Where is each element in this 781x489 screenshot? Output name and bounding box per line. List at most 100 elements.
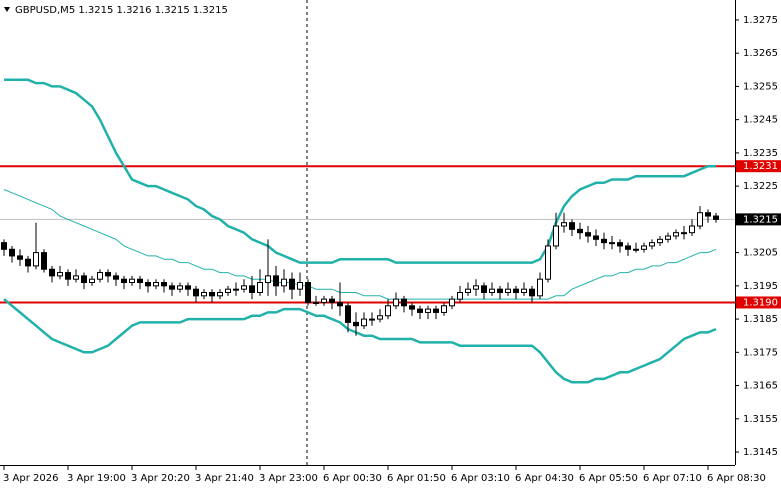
last-price-box bbox=[736, 213, 781, 226]
candle-body bbox=[145, 282, 151, 287]
candle-body bbox=[337, 301, 343, 307]
candle-body bbox=[553, 225, 559, 247]
candle-body bbox=[265, 275, 271, 284]
x-tick-label: 3 Apr 20:20 bbox=[131, 473, 190, 484]
candle-body bbox=[353, 321, 359, 327]
x-tick-label: 3 Apr 2026 bbox=[3, 473, 58, 484]
candle-body bbox=[505, 288, 511, 293]
candle-body bbox=[705, 212, 711, 217]
candle-body bbox=[369, 318, 375, 321]
candle-body bbox=[201, 291, 207, 297]
candle-body bbox=[217, 291, 223, 297]
candle-body bbox=[593, 235, 599, 240]
candle-body bbox=[561, 222, 567, 227]
candle-body bbox=[601, 238, 607, 244]
candle-body bbox=[433, 308, 439, 313]
candle-body bbox=[225, 288, 231, 293]
y-tick-label: 1.3275 bbox=[743, 15, 778, 26]
y-tick-label: 1.3255 bbox=[743, 81, 778, 92]
candle-body bbox=[17, 255, 23, 260]
x-tick-label: 3 Apr 19:00 bbox=[67, 473, 126, 484]
candle-body bbox=[465, 288, 471, 293]
x-tick-label: 6 Apr 07:10 bbox=[643, 473, 702, 484]
candle-body bbox=[57, 272, 63, 277]
y-tick-label: 1.3175 bbox=[743, 347, 778, 358]
candle-body bbox=[329, 298, 335, 303]
x-tick-label: 6 Apr 08:30 bbox=[707, 473, 766, 484]
y-tick-label: 1.3205 bbox=[743, 248, 778, 259]
x-tick-label: 6 Apr 00:30 bbox=[323, 473, 382, 484]
candle-body bbox=[649, 242, 655, 247]
candle-body bbox=[441, 305, 447, 313]
indicator-band bbox=[3, 298, 717, 384]
candle-body bbox=[657, 238, 663, 244]
candle-body bbox=[377, 315, 383, 320]
candle-body bbox=[713, 215, 719, 220]
candle-body bbox=[385, 305, 391, 317]
candle-body bbox=[529, 288, 535, 297]
candle-body bbox=[97, 272, 103, 280]
indicator-band bbox=[3, 189, 717, 300]
candle-body bbox=[425, 308, 431, 313]
candle-body bbox=[449, 298, 455, 307]
y-tick-label: 1.3225 bbox=[743, 181, 778, 192]
last-price-label: 1.3215 bbox=[743, 214, 778, 225]
x-tick-label: 6 Apr 05:50 bbox=[579, 473, 638, 484]
candle-body bbox=[513, 288, 519, 293]
y-tick-label: 1.3165 bbox=[743, 381, 778, 392]
x-tick-label: 3 Apr 23:00 bbox=[259, 473, 318, 484]
candle-body bbox=[89, 278, 95, 284]
y-tick-label: 1.3245 bbox=[743, 115, 778, 126]
candle-body bbox=[257, 282, 263, 293]
candle-body bbox=[641, 245, 647, 250]
candle-body bbox=[665, 235, 671, 240]
x-tick-label: 6 Apr 03:10 bbox=[451, 473, 510, 484]
candle-body bbox=[1, 242, 7, 250]
candle-body bbox=[537, 278, 543, 297]
candle-body bbox=[281, 278, 287, 287]
level-price-label: 1.3190 bbox=[743, 297, 778, 308]
candle-body bbox=[697, 212, 703, 227]
candle-body bbox=[401, 298, 407, 307]
candle-body bbox=[25, 258, 31, 267]
level-price-box bbox=[736, 160, 781, 173]
candle-body bbox=[585, 232, 591, 237]
candle-body bbox=[313, 301, 319, 304]
candle-body bbox=[633, 248, 639, 251]
candle-body bbox=[417, 308, 423, 313]
candle-body bbox=[689, 225, 695, 234]
candle-body bbox=[161, 282, 167, 287]
candle-body bbox=[625, 245, 631, 250]
candle-body bbox=[129, 278, 135, 284]
symbol-menu-arrow[interactable] bbox=[4, 7, 10, 12]
indicator-band bbox=[4, 78, 716, 264]
candle-body bbox=[185, 285, 191, 290]
y-tick-label: 1.3145 bbox=[743, 447, 778, 458]
candle-body bbox=[457, 291, 463, 300]
candle-body bbox=[673, 232, 679, 237]
x-tick-label: 6 Apr 04:30 bbox=[515, 473, 574, 484]
candle-body bbox=[249, 285, 255, 293]
candle-body bbox=[361, 318, 367, 327]
candle-body bbox=[577, 228, 583, 234]
candle-body bbox=[409, 305, 415, 310]
candle-body bbox=[33, 252, 39, 267]
y-tick-label: 1.3265 bbox=[743, 48, 778, 59]
candle-body bbox=[177, 285, 183, 290]
candle-body bbox=[345, 305, 351, 323]
y-tick-label: 1.3185 bbox=[743, 314, 778, 325]
candle-body bbox=[545, 245, 551, 280]
level-price-box bbox=[736, 296, 781, 309]
candle-body bbox=[305, 282, 311, 303]
y-tick-label: 1.3235 bbox=[743, 148, 778, 159]
candle-body bbox=[393, 298, 399, 307]
y-tick-label: 1.3195 bbox=[743, 281, 778, 292]
candle-body bbox=[321, 298, 327, 303]
chart-title: GBPUSD,M5 1.3215 1.3216 1.3215 1.3215 bbox=[15, 5, 228, 16]
candle-body bbox=[617, 242, 623, 247]
candle-body bbox=[65, 272, 71, 280]
candle-body bbox=[609, 242, 615, 245]
candle-body bbox=[297, 282, 303, 290]
